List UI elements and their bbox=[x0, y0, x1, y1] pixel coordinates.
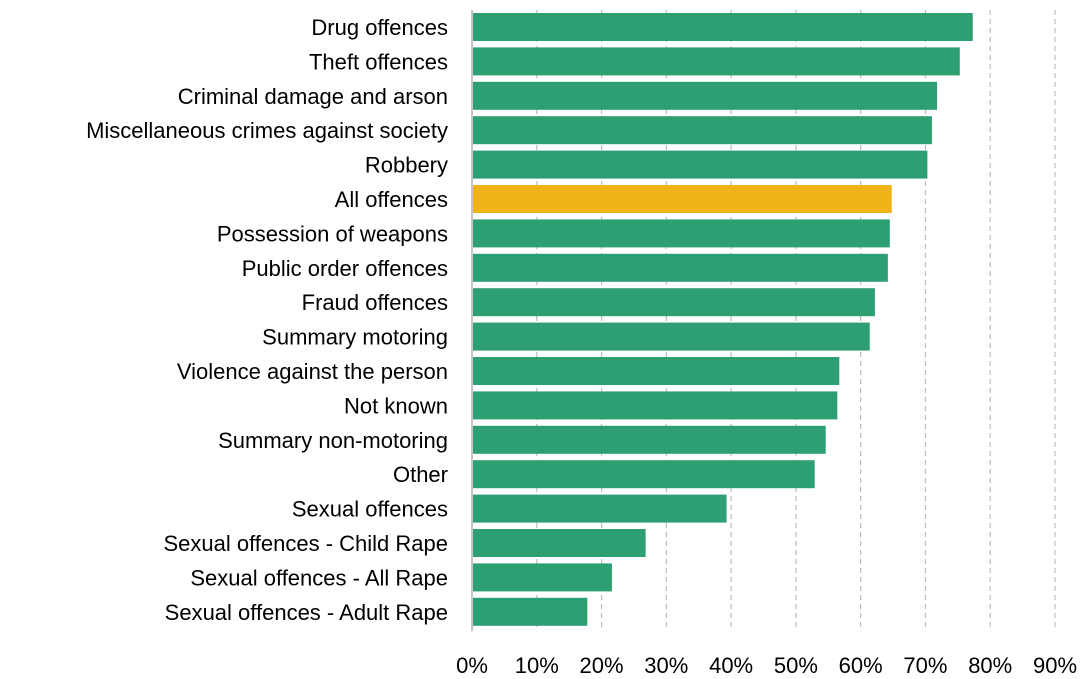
category-label: Not known bbox=[344, 393, 448, 418]
category-label: Summary non-motoring bbox=[218, 428, 448, 453]
category-label: Sexual offences bbox=[292, 497, 448, 522]
bar bbox=[473, 529, 646, 557]
bar bbox=[473, 563, 612, 591]
category-label: Criminal damage and arson bbox=[178, 84, 448, 109]
bar bbox=[473, 47, 960, 75]
category-label: Miscellaneous crimes against society bbox=[86, 118, 448, 143]
category-labels: Drug offences Theft offences Criminal dama… bbox=[86, 15, 448, 625]
bar bbox=[473, 598, 587, 626]
category-label: Public order offences bbox=[242, 256, 448, 281]
category-label: Theft offences bbox=[309, 49, 448, 74]
bar bbox=[473, 426, 826, 454]
bar bbox=[473, 219, 890, 247]
x-tick-label: 0% bbox=[456, 653, 488, 678]
x-axis-tick-labels: 0% 10% 20% 30% 40% 50% 60% 70% 80% 90% bbox=[456, 653, 1077, 678]
bar bbox=[473, 391, 837, 419]
x-tick-label: 20% bbox=[580, 653, 624, 678]
bar bbox=[473, 323, 870, 351]
x-tick-label: 70% bbox=[903, 653, 947, 678]
bar-highlight bbox=[473, 185, 892, 213]
x-tick-label: 90% bbox=[1033, 653, 1077, 678]
x-tick-label: 50% bbox=[774, 653, 818, 678]
bar bbox=[473, 13, 973, 41]
category-label: Sexual offences - All Rape bbox=[190, 565, 448, 590]
category-label: Other bbox=[393, 462, 448, 487]
bar bbox=[473, 288, 875, 316]
x-tick-label: 30% bbox=[644, 653, 688, 678]
bar bbox=[473, 254, 888, 282]
bar bbox=[473, 82, 937, 110]
category-label: Robbery bbox=[365, 153, 448, 178]
category-label: Drug offences bbox=[311, 15, 448, 40]
x-tick-label: 60% bbox=[839, 653, 883, 678]
x-tick-label: 40% bbox=[709, 653, 753, 678]
x-tick-label: 10% bbox=[515, 653, 559, 678]
category-label: All offences bbox=[335, 187, 448, 212]
bar bbox=[473, 151, 927, 179]
category-label: Violence against the person bbox=[177, 359, 448, 384]
category-label: Sexual offences - Child Rape bbox=[163, 531, 448, 556]
bar bbox=[473, 460, 815, 488]
bar bbox=[473, 357, 839, 385]
category-label: Summary motoring bbox=[262, 325, 448, 350]
bar bbox=[473, 495, 727, 523]
bar bbox=[473, 116, 932, 144]
category-label: Possession of weapons bbox=[217, 221, 448, 246]
x-tick-label: 80% bbox=[968, 653, 1012, 678]
category-label: Sexual offences - Adult Rape bbox=[165, 600, 448, 625]
category-label: Fraud offences bbox=[302, 290, 448, 315]
bars bbox=[473, 13, 973, 626]
